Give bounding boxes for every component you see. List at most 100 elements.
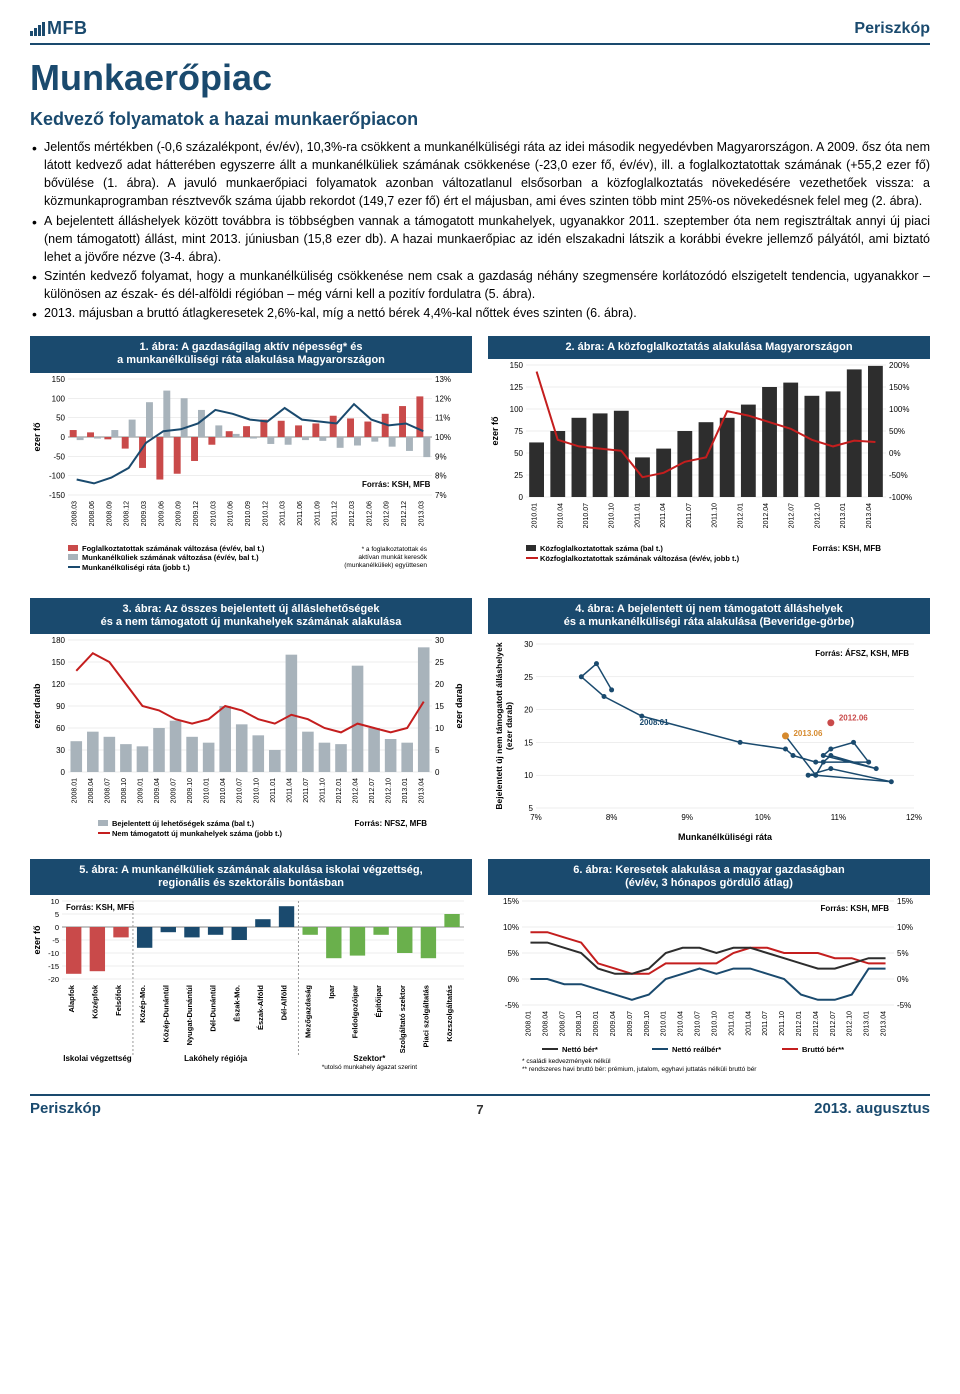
svg-text:100%: 100% xyxy=(889,405,909,414)
svg-text:Munkanélküliségi ráta (jobb t.: Munkanélküliségi ráta (jobb t.) xyxy=(82,563,190,572)
svg-text:aktívan munkát keresők: aktívan munkát keresők xyxy=(358,554,427,561)
svg-text:2009.01: 2009.01 xyxy=(137,778,144,803)
svg-text:25: 25 xyxy=(514,471,523,480)
svg-text:2012.07: 2012.07 xyxy=(789,503,796,528)
svg-text:10%: 10% xyxy=(897,923,913,932)
svg-text:2012.01: 2012.01 xyxy=(737,503,744,528)
svg-text:Feldolgozóipar: Feldolgozóipar xyxy=(351,985,360,1038)
svg-text:2008.12: 2008.12 xyxy=(124,501,131,526)
svg-text:2009.04: 2009.04 xyxy=(154,778,161,803)
svg-text:2008.07: 2008.07 xyxy=(104,778,111,803)
svg-text:Észak-Mo.: Észak-Mo. xyxy=(232,985,241,1022)
logo-bars-icon xyxy=(30,22,45,36)
svg-text:9%: 9% xyxy=(681,813,693,822)
chart-6-svg: -5%-5%0%0%5%5%10%10%15%15%2008.012008.04… xyxy=(488,895,928,1075)
svg-text:Forrás: NFSZ, MFB: Forrás: NFSZ, MFB xyxy=(355,819,428,828)
svg-text:7%: 7% xyxy=(435,491,447,500)
svg-text:2012.04: 2012.04 xyxy=(763,503,770,528)
svg-text:2011.04: 2011.04 xyxy=(745,1011,752,1036)
logo-text: MFB xyxy=(47,18,88,39)
svg-text:Bejelentett új nem támogatott: Bejelentett új nem támogatott álláshelye… xyxy=(494,642,504,809)
svg-text:2011.01: 2011.01 xyxy=(728,1011,735,1036)
svg-text:11%: 11% xyxy=(831,813,846,822)
bullet-item: 2013. májusban a bruttó átlagkeresetek 2… xyxy=(30,304,930,322)
svg-text:30: 30 xyxy=(56,746,65,755)
chart-2: 2. ábra: A közfoglalkoztatás alakulása M… xyxy=(488,336,930,587)
svg-text:-50%: -50% xyxy=(889,471,908,480)
svg-text:10%: 10% xyxy=(755,813,771,822)
svg-text:Dél-Alföld: Dél-Alföld xyxy=(280,985,289,1021)
bullet-list: Jelentős mértékben (-0,6 százalékpont, é… xyxy=(30,138,930,322)
svg-text:0%: 0% xyxy=(897,975,909,984)
svg-text:2011.03: 2011.03 xyxy=(280,501,287,526)
svg-text:Forrás: KSH, MFB: Forrás: KSH, MFB xyxy=(66,903,135,912)
svg-text:-100: -100 xyxy=(49,471,66,480)
svg-text:Szolgáltató szektor: Szolgáltató szektor xyxy=(398,985,407,1053)
svg-text:2012.09: 2012.09 xyxy=(384,501,391,526)
svg-text:2010.07: 2010.07 xyxy=(583,503,590,528)
svg-text:125: 125 xyxy=(510,383,524,392)
svg-text:150: 150 xyxy=(52,375,66,384)
document-name: Periszkóp xyxy=(854,20,930,38)
svg-text:-100%: -100% xyxy=(889,493,912,502)
svg-text:8%: 8% xyxy=(606,813,618,822)
svg-text:50: 50 xyxy=(514,449,523,458)
svg-text:Forrás: KSH, MFB: Forrás: KSH, MFB xyxy=(362,480,431,489)
svg-text:2013.04: 2013.04 xyxy=(866,503,873,528)
svg-text:2011.01: 2011.01 xyxy=(634,503,641,528)
svg-text:ezer fő: ezer fő xyxy=(32,422,42,452)
svg-text:120: 120 xyxy=(52,680,66,689)
svg-text:2010.07: 2010.07 xyxy=(695,1011,702,1036)
svg-text:2009.07: 2009.07 xyxy=(627,1011,634,1036)
footer-left: Periszkóp xyxy=(30,1100,101,1117)
svg-text:2012.04: 2012.04 xyxy=(353,778,360,803)
svg-text:2012.01: 2012.01 xyxy=(796,1011,803,1036)
svg-text:Építőipar: Építőipar xyxy=(374,985,383,1018)
svg-text:2009.10: 2009.10 xyxy=(644,1011,651,1036)
svg-text:2010.10: 2010.10 xyxy=(711,1011,718,1036)
svg-text:10%: 10% xyxy=(503,923,519,932)
svg-text:150%: 150% xyxy=(889,383,909,392)
svg-text:150: 150 xyxy=(510,361,524,370)
svg-text:2010.03: 2010.03 xyxy=(210,501,217,526)
svg-text:2011.04: 2011.04 xyxy=(660,503,667,528)
svg-text:2010.12: 2010.12 xyxy=(262,501,269,526)
svg-text:2010.10: 2010.10 xyxy=(609,503,616,528)
svg-text:Munkanélküliek számának változ: Munkanélküliek számának változása (év/év… xyxy=(82,553,259,562)
svg-text:ezer fő: ezer fő xyxy=(32,925,42,955)
chart-5-svg: -20-15-10-50510AlapfokKözépfokFelsőfokKö… xyxy=(30,895,470,1075)
svg-text:5%: 5% xyxy=(507,949,519,958)
svg-text:Közfoglalkoztatottak számának: Közfoglalkoztatottak számának változása … xyxy=(540,554,740,563)
svg-text:2011.12: 2011.12 xyxy=(332,501,339,526)
svg-text:Középfok: Középfok xyxy=(90,985,99,1020)
svg-text:5: 5 xyxy=(529,804,534,813)
svg-text:2010.06: 2010.06 xyxy=(228,501,235,526)
svg-text:2013.01: 2013.01 xyxy=(402,778,409,803)
svg-text:15%: 15% xyxy=(897,897,913,906)
svg-text:2010.01: 2010.01 xyxy=(204,778,211,803)
svg-text:2009.12: 2009.12 xyxy=(193,501,200,526)
svg-text:60: 60 xyxy=(56,724,65,733)
svg-text:10: 10 xyxy=(435,724,444,733)
svg-text:12%: 12% xyxy=(906,813,922,822)
svg-text:15: 15 xyxy=(524,738,533,747)
svg-text:2009.01: 2009.01 xyxy=(593,1011,600,1036)
svg-text:2011.07: 2011.07 xyxy=(762,1011,769,1036)
svg-text:0: 0 xyxy=(61,433,66,442)
chart-4: 4. ábra: A bejelentett új nem támogatott… xyxy=(488,598,930,849)
svg-text:2008.10: 2008.10 xyxy=(576,1011,583,1036)
svg-text:100: 100 xyxy=(510,405,524,414)
svg-text:Mezőgazdaság: Mezőgazdaság xyxy=(303,985,312,1038)
svg-text:ezer darab: ezer darab xyxy=(454,683,464,729)
footer-right: 2013. augusztus xyxy=(814,1100,930,1117)
svg-text:2012.01: 2012.01 xyxy=(336,778,343,803)
svg-text:150: 150 xyxy=(52,658,66,667)
svg-text:2009.04: 2009.04 xyxy=(610,1011,617,1036)
svg-text:Forrás: KSH, MFB: Forrás: KSH, MFB xyxy=(813,544,882,553)
svg-text:Dél-Dunántúl: Dél-Dunántúl xyxy=(209,985,218,1032)
svg-text:Közfoglalkoztatottak száma (ba: Közfoglalkoztatottak száma (bal t.) xyxy=(540,544,663,553)
page-footer: Periszkóp 7 2013. augusztus xyxy=(30,1094,930,1117)
svg-text:2010.07: 2010.07 xyxy=(237,778,244,803)
svg-text:Nyugat-Dunántúl: Nyugat-Dunántúl xyxy=(185,985,194,1045)
svg-text:-5%: -5% xyxy=(897,1001,911,1010)
